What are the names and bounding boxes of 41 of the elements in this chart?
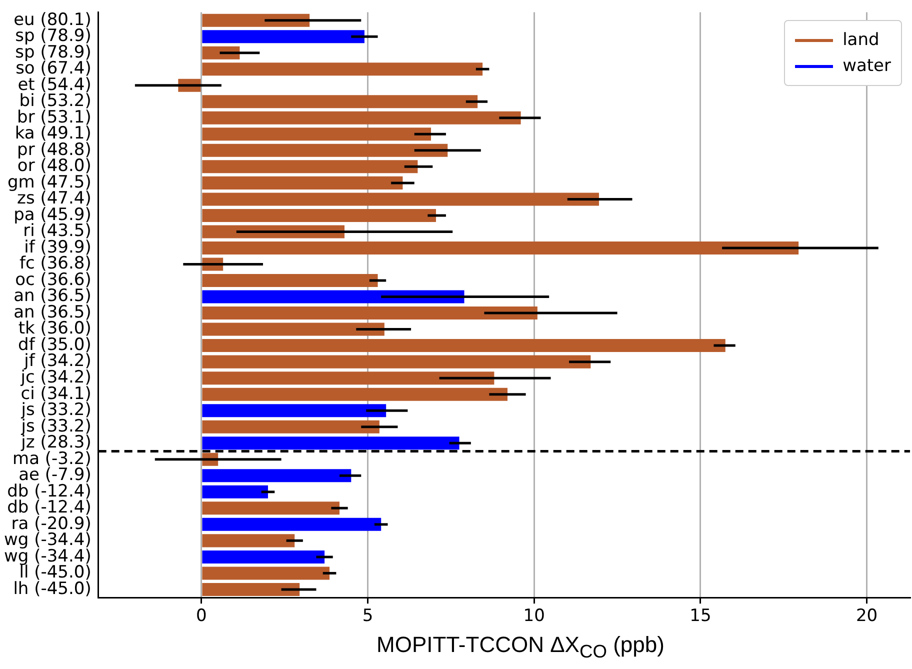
bar [202,111,521,124]
bar [202,404,386,418]
bar [202,160,418,174]
bar [202,469,352,482]
bar [202,420,380,434]
bar [202,176,403,190]
x-tick-label: 5 [362,606,374,626]
bar [202,208,436,222]
bar [202,485,268,498]
bar [202,566,330,580]
bar [202,550,325,564]
bar [202,436,460,450]
bar [202,388,508,401]
bar [202,290,464,304]
x-tick-label: 10 [523,606,545,626]
bar [202,534,295,548]
bar [202,274,378,288]
bar [202,46,240,60]
x-tick-label: 0 [196,606,207,626]
bar [202,502,340,515]
x-tick-label: 15 [690,606,712,626]
bar [202,322,384,336]
legend-label: land [842,29,880,52]
bar [202,144,448,157]
legend-label: water [842,55,891,78]
bar [202,95,478,108]
bar [202,339,726,352]
bar [202,518,382,531]
x-axis-title: MOPITT-TCCON ΔX$_{CO}$ (ppb) [376,632,666,662]
bar [202,355,591,368]
x-tick-label: 20 [856,606,878,626]
bar [202,30,364,44]
y-tick-label: lh (-45.0) [13,578,92,599]
bar [202,582,300,596]
bar [202,14,310,27]
bar [202,192,599,206]
bar [202,372,494,385]
bar [202,128,431,141]
bar [202,306,538,320]
bar [202,62,483,76]
bar [202,241,799,254]
